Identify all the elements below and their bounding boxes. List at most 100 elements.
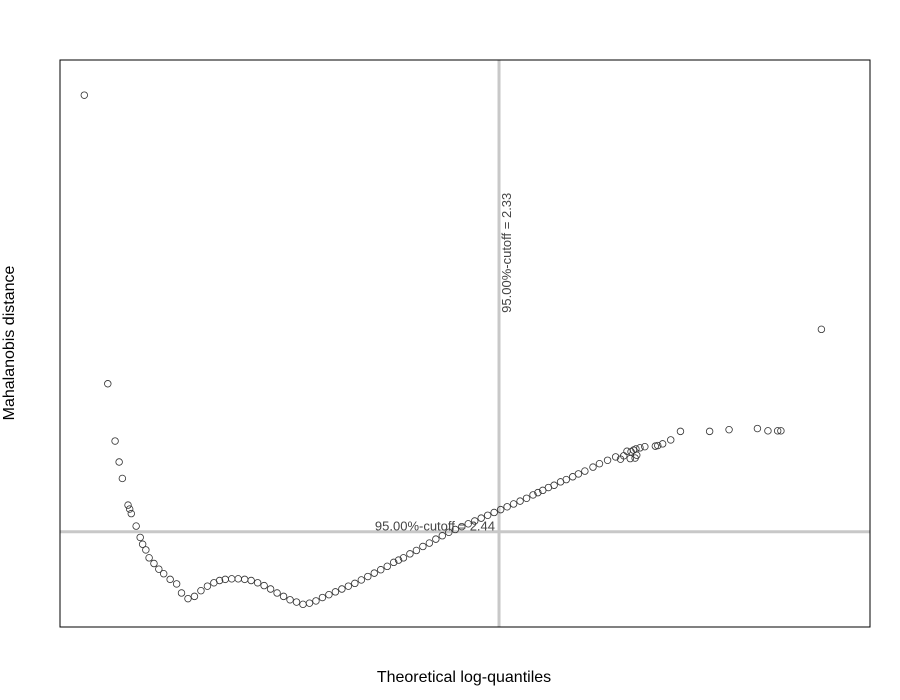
data-point [419, 542, 427, 551]
data-point [364, 572, 372, 581]
data-point [632, 445, 640, 453]
data-point [654, 441, 662, 450]
data-point [260, 581, 268, 590]
data-point [197, 587, 205, 595]
data-point [425, 539, 434, 547]
data-point [247, 576, 255, 585]
data-point [503, 503, 511, 511]
data-point [574, 470, 583, 478]
data-point [351, 579, 359, 588]
data-point [312, 597, 320, 605]
data-point [522, 494, 531, 502]
data-point [383, 562, 391, 571]
data-point [142, 546, 150, 554]
data-point [172, 580, 181, 588]
data-point [595, 460, 604, 468]
data-point [394, 556, 403, 564]
data-point [432, 535, 440, 543]
data-point [705, 427, 714, 436]
data-point [777, 427, 785, 435]
data-point [279, 592, 288, 601]
data-point [273, 589, 281, 597]
data-point [581, 467, 589, 475]
data-point [562, 475, 570, 484]
data-point [184, 594, 192, 603]
data-point [464, 520, 472, 528]
data-point [529, 491, 537, 499]
data-point [240, 575, 249, 584]
data-point [234, 575, 242, 583]
data-point [658, 440, 667, 448]
data-point [603, 456, 612, 465]
data-point [483, 511, 492, 520]
data-point [406, 550, 414, 558]
data-point [292, 598, 301, 606]
vertical-cutoff-label: 95.00%-cutoff = 2.33 [499, 193, 514, 313]
data-point [115, 458, 123, 466]
data-point [509, 500, 518, 508]
data-point [589, 463, 597, 471]
data-point [633, 451, 641, 459]
data-point [438, 532, 447, 540]
data-point [159, 570, 168, 578]
data-point [155, 565, 163, 573]
data-point [136, 533, 144, 542]
data-point [104, 380, 112, 388]
data-point [150, 559, 158, 568]
data-point [190, 592, 199, 601]
data-point [228, 575, 236, 583]
data-point [390, 558, 398, 567]
data-point [145, 554, 153, 562]
data-points-group [80, 91, 826, 609]
data-point [377, 566, 385, 574]
data-point [125, 505, 134, 513]
data-point [399, 554, 408, 562]
data-point [817, 325, 826, 334]
data-point [325, 590, 333, 599]
data-point [412, 546, 421, 555]
data-point [203, 582, 212, 590]
data-point [458, 522, 466, 531]
data-point [138, 540, 147, 548]
horizontal-cutoff-label: 95.00%-cutoff = 2.44 [375, 519, 495, 534]
data-point [445, 528, 453, 537]
data-point [550, 481, 558, 489]
data-point [471, 517, 479, 525]
data-point [118, 474, 127, 483]
data-point [477, 514, 485, 522]
data-point [124, 501, 132, 509]
data-point [305, 599, 314, 607]
data-point [266, 585, 275, 593]
data-point [127, 509, 135, 518]
data-point [318, 593, 327, 602]
data-point [773, 427, 782, 435]
data-point [490, 508, 498, 517]
data-point [253, 579, 262, 587]
data-point [611, 453, 620, 461]
data-point [496, 505, 505, 514]
data-point [338, 585, 346, 593]
data-point [516, 497, 524, 505]
data-point [534, 488, 542, 497]
x-axis-label: Theoretical log-quantiles [377, 669, 551, 686]
data-point [215, 576, 224, 585]
data-point [725, 425, 733, 434]
data-point [177, 589, 186, 597]
data-point [132, 522, 140, 530]
data-point [667, 436, 675, 444]
data-point [764, 427, 772, 435]
data-point [636, 444, 644, 452]
data-point [80, 91, 88, 99]
data-point [299, 600, 307, 609]
data-point [451, 525, 459, 534]
plot-border [59, 59, 871, 628]
data-point [111, 437, 119, 445]
data-point [331, 588, 340, 596]
y-axis-label: Mahalanobis distance [1, 266, 18, 421]
data-point [357, 576, 366, 584]
data-point [641, 442, 649, 451]
data-point [286, 596, 294, 604]
data-point [370, 569, 378, 577]
data-point [753, 424, 762, 433]
